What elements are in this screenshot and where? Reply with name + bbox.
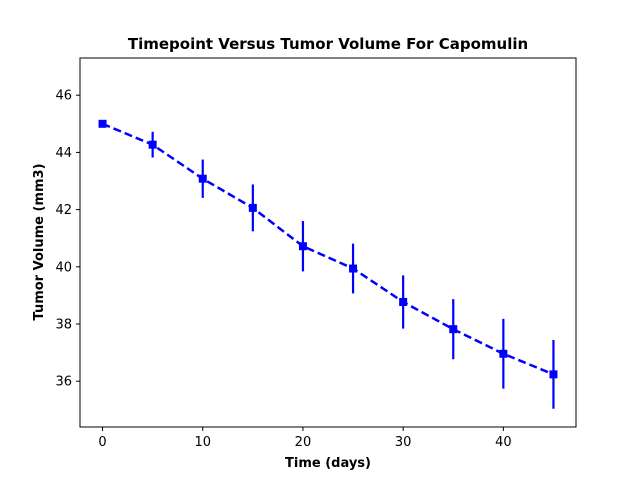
series-line bbox=[102, 122, 554, 376]
x-tick-label: 0 bbox=[98, 435, 106, 450]
data-point bbox=[349, 264, 358, 273]
y-tick-label: 46 bbox=[55, 89, 72, 104]
data-point bbox=[449, 325, 458, 334]
y-tick-label: 38 bbox=[55, 318, 72, 333]
y-tick-label: 42 bbox=[55, 203, 72, 218]
x-tick-label: 40 bbox=[495, 435, 512, 450]
data-point bbox=[198, 174, 207, 183]
data-point bbox=[549, 370, 558, 379]
x-tick-label: 30 bbox=[395, 435, 412, 450]
x-axis-ticks: 0 10 20 30 40 bbox=[98, 427, 512, 450]
data-point bbox=[399, 297, 408, 306]
x-axis-label: Time (days) bbox=[285, 456, 371, 471]
plot-area bbox=[98, 119, 558, 409]
x-tick-label: 10 bbox=[194, 435, 211, 450]
chart-title: Timepoint Versus Tumor Volume For Capomu… bbox=[128, 35, 528, 53]
data-point bbox=[248, 203, 257, 212]
y-tick-label: 36 bbox=[55, 375, 72, 390]
x-tick-label: 20 bbox=[295, 435, 312, 450]
data-point bbox=[499, 349, 508, 358]
plot-frame bbox=[79, 57, 577, 428]
y-axis-label: Tumor Volume (mm3) bbox=[32, 163, 47, 320]
data-point bbox=[148, 140, 157, 149]
y-axis-ticks: 36 38 40 42 44 46 bbox=[55, 89, 80, 390]
y-tick-label: 44 bbox=[55, 146, 72, 161]
data-point bbox=[98, 119, 107, 128]
y-tick-label: 40 bbox=[55, 260, 72, 275]
data-point bbox=[298, 242, 307, 251]
